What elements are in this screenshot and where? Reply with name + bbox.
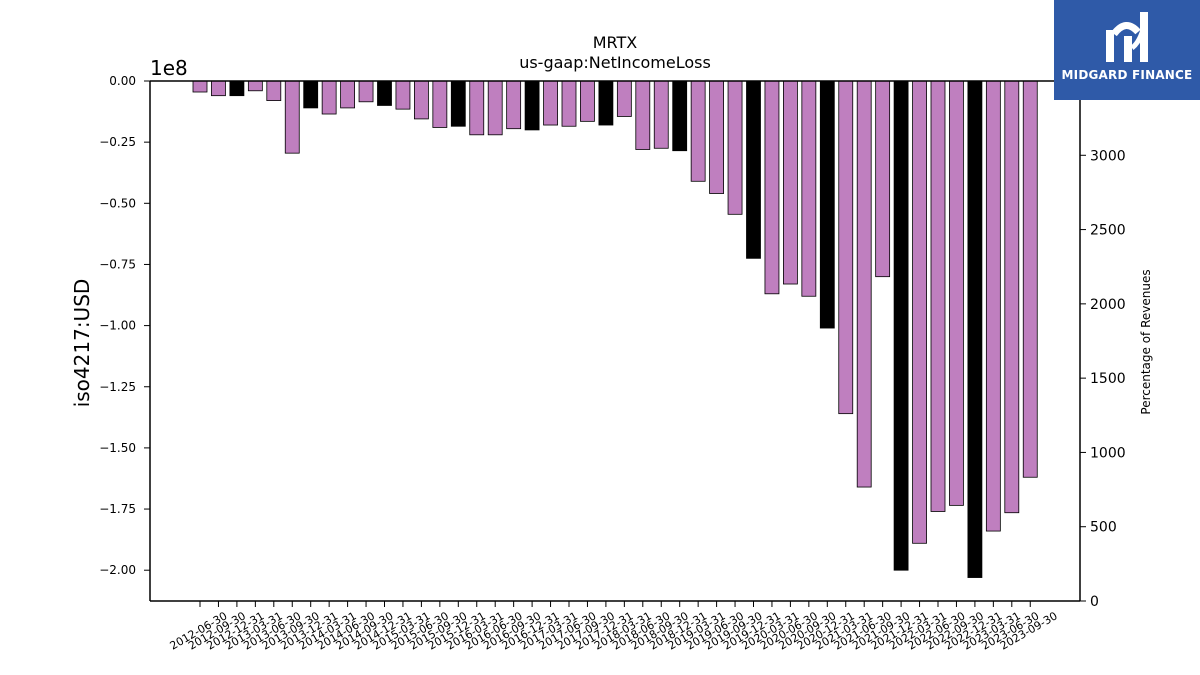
bar-2020-06-30: [783, 80, 798, 285]
y-axis-label: iso4217:USD: [70, 279, 94, 408]
y2-tick-label: 2000: [1090, 297, 1126, 313]
y-tick-label: −1.75: [99, 502, 136, 516]
bar-2016-06-30: [487, 80, 503, 136]
y2-tick-label: 1000: [1090, 445, 1126, 461]
y2-tick-label: 2500: [1090, 223, 1126, 239]
bar-2019-03-31: [690, 80, 706, 182]
y2-tick-label: 500: [1090, 520, 1117, 536]
bar-2017-03-31: [543, 80, 558, 126]
brand-logo: MIDGARD FINANCE: [1054, 0, 1200, 100]
logo-text: MIDGARD FINANCE: [1061, 68, 1193, 82]
y-tick-label: −1.50: [99, 441, 136, 455]
bar-2017-06-30: [561, 80, 577, 127]
chart-title: MRTX: [593, 33, 638, 52]
bar-2016-12-31: [524, 80, 540, 131]
bar-2016-09-30: [506, 80, 522, 130]
bar-2022-03-31: [912, 80, 927, 544]
y-tick-label: −2.00: [99, 563, 136, 577]
bar-2021-03-31: [838, 80, 854, 415]
bar-2018-06-30: [635, 80, 651, 150]
bar-2021-12-31: [893, 80, 909, 571]
bar-2020-12-31: [819, 80, 835, 329]
bar-2014-09-30: [358, 80, 374, 103]
bar-2015-03-31: [395, 80, 411, 110]
bar-2021-06-30: [856, 80, 872, 488]
bar-2018-03-31: [616, 80, 632, 117]
bar-2017-12-31: [598, 80, 614, 126]
bar-2022-09-30: [949, 80, 964, 506]
bar-2019-12-31: [746, 80, 761, 259]
bar-2021-09-30: [875, 80, 891, 278]
bar-2023-09-30: [1022, 80, 1038, 478]
bar-2022-12-31: [967, 80, 983, 578]
bar-2012-09-30: [211, 80, 226, 97]
y-axis-ticks: 0.00 −0.25 −0.50 −0.75 −1.00 −1.25 −1.50 −1.75 −…: [99, 74, 150, 577]
bar-2020-03-31: [764, 80, 780, 295]
bar-2015-12-31: [450, 80, 466, 127]
x-axis-ticks: 2012-06-302012-09-302012-12-312013-03-31…: [168, 601, 1060, 653]
y-tick-label: −1.25: [99, 380, 136, 394]
bar-2017-09-30: [580, 80, 595, 122]
y2-tick-label: 1500: [1090, 371, 1126, 387]
bar-2015-06-30: [413, 80, 429, 120]
chart-subtitle: us-gaap:NetIncomeLoss: [519, 53, 711, 72]
bar-2023-06-30: [1004, 80, 1020, 514]
y-tick-label: −0.25: [99, 135, 136, 149]
bar-2023-03-31: [985, 80, 1001, 532]
y-tick-label: −0.75: [99, 257, 136, 271]
bar-2020-09-30: [801, 80, 817, 297]
bar-2018-12-31: [672, 80, 688, 152]
bar-2013-03-31: [247, 80, 263, 92]
bar-2022-06-30: [930, 80, 946, 512]
y2-tick-label: 0: [1090, 594, 1099, 610]
bar-2016-03-31: [469, 80, 485, 136]
bar-2014-03-31: [321, 80, 337, 115]
y-tick-label: 0.00: [109, 74, 136, 88]
y2-axis-ticks: 0 500 1000 1500 2000 2500 3000: [1080, 148, 1126, 610]
bars-group: [192, 80, 1038, 578]
bar-2015-09-30: [432, 80, 448, 128]
bar-2014-06-30: [340, 80, 356, 109]
bar-2012-12-31: [229, 80, 245, 97]
y2-axis-label: Percentage of Revenues: [1139, 269, 1153, 414]
bar-2012-06-30: [192, 80, 208, 93]
y-tick-label: −0.50: [99, 196, 136, 210]
bar-2019-06-30: [709, 80, 724, 194]
logo-mark-icon: [1106, 12, 1148, 62]
bar-2013-06-30: [266, 80, 282, 101]
bar-2014-12-31: [377, 80, 392, 106]
bar-2013-12-31: [303, 80, 319, 109]
bar-2013-09-30: [284, 80, 300, 154]
bar-2018-09-30: [653, 80, 669, 149]
y2-tick-label: 3000: [1090, 148, 1126, 164]
y-tick-label: −1.00: [99, 319, 136, 333]
bar-2019-09-30: [727, 80, 743, 215]
y-offset-label: 1e8: [150, 56, 188, 80]
